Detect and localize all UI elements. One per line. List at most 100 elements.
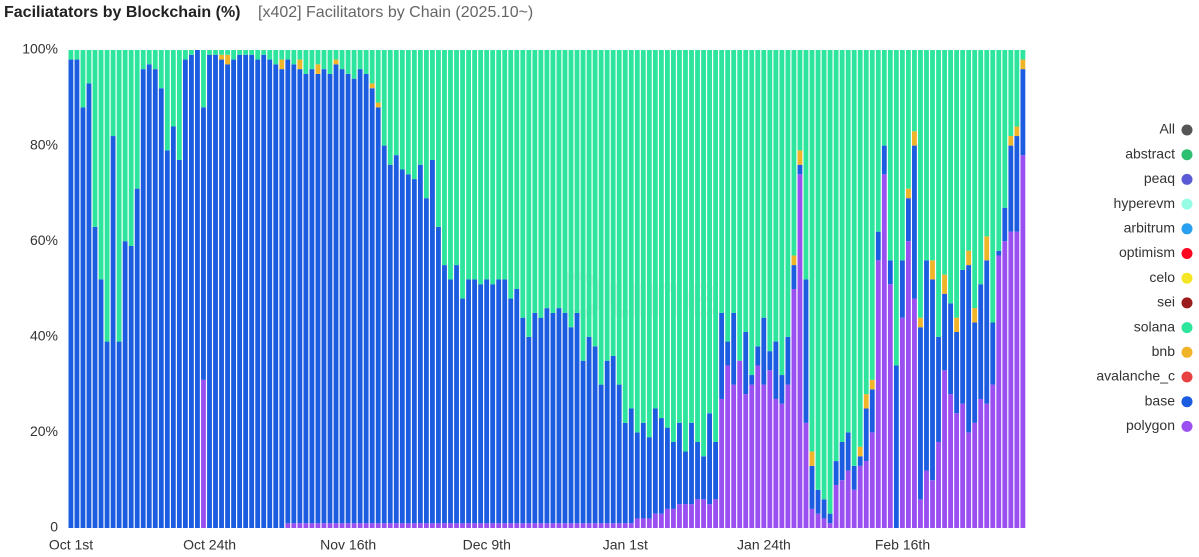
bar-segment [309, 69, 315, 524]
bar-segment [357, 523, 363, 528]
legend-swatch [1181, 371, 1193, 383]
bar-segment [671, 50, 676, 442]
bar-segment [532, 312, 538, 524]
bar-segment [719, 312, 725, 399]
legend-label: peaq [1144, 170, 1175, 186]
bar-segment [508, 523, 514, 528]
bar-segment [930, 279, 935, 481]
bar-segment [176, 50, 182, 160]
bar-segment [664, 50, 670, 428]
bar-segment [417, 50, 423, 165]
y-tick-label: 0 [50, 519, 58, 535]
bar-segment [351, 50, 357, 79]
bar-segment [80, 50, 86, 108]
bar-segment [484, 523, 490, 528]
bar-segment [755, 50, 761, 347]
bar-segment [737, 360, 743, 528]
bar-segment [249, 50, 255, 55]
bar-segment [797, 164, 803, 175]
bar-segment [628, 523, 634, 528]
bar-segment [930, 260, 935, 280]
bar-segment [297, 523, 303, 528]
bar-segment [460, 298, 465, 524]
bar-segment [851, 489, 857, 528]
bar-segment [912, 298, 917, 528]
chart-title: Faciliatators by Blockchain (%) [4, 4, 241, 21]
bar-segment [291, 64, 297, 524]
bar-segment [164, 50, 170, 151]
bar-segment [652, 408, 658, 514]
bar-segment [683, 451, 688, 505]
bar-segment [719, 398, 725, 528]
bar-segment [1002, 241, 1008, 528]
bar-segment [610, 50, 616, 356]
bar-segment [423, 523, 429, 528]
bar-segment [309, 523, 315, 528]
bar-segment [430, 523, 435, 528]
legend-label: bnb [1152, 343, 1176, 359]
bar-segment [586, 50, 592, 337]
legend-label: base [1145, 392, 1176, 408]
bar-segment [912, 50, 917, 132]
bar-segment [912, 131, 917, 146]
bar-segment [448, 279, 453, 524]
bar-segment [616, 523, 622, 528]
bar-segment [803, 50, 809, 280]
bar-segment [779, 403, 785, 528]
bar-segment [472, 523, 478, 528]
bar-segment [791, 50, 797, 256]
bar-segment [454, 50, 459, 266]
bar-segment [357, 69, 363, 524]
bar-segment [622, 422, 628, 524]
bar-segment [905, 241, 911, 528]
bar-segment [948, 50, 953, 304]
bar-segment [532, 50, 538, 313]
bar-segment [683, 50, 688, 452]
bar-segment [899, 260, 905, 318]
bar-segment [538, 523, 544, 528]
bar-segment [514, 50, 520, 289]
bar-segment [375, 102, 381, 108]
bar-segment [713, 499, 719, 528]
bar-segment [821, 50, 827, 500]
bar-segment [845, 432, 851, 471]
bar-segment [496, 523, 502, 528]
bar-segment [333, 50, 339, 60]
bar-segment [791, 255, 797, 266]
bar-segment [369, 88, 375, 524]
bar-segment [315, 64, 321, 74]
bar-segment [189, 50, 194, 55]
bar-segment [176, 159, 182, 528]
bar-segment [231, 50, 237, 60]
bar-segment [785, 50, 791, 337]
legend-swatch [1181, 248, 1193, 259]
bar-segment [490, 284, 496, 524]
bar-segment [815, 50, 821, 490]
legend-swatch [1181, 173, 1193, 185]
bar-segment [104, 50, 110, 342]
bar-segment [514, 289, 520, 524]
bar-segment [574, 523, 580, 528]
bar-segment [514, 523, 520, 528]
bar-segment [411, 50, 417, 180]
bar-segment [520, 523, 526, 528]
bar-segment [821, 518, 827, 528]
bar-segment [74, 59, 80, 529]
bar-segment [899, 50, 905, 261]
bar-segment [695, 441, 700, 500]
bar-segment [658, 513, 664, 528]
bar-segment [152, 50, 158, 70]
bar-segment [207, 50, 212, 55]
bar-segment [255, 59, 261, 529]
bar-segment [809, 465, 815, 509]
bar-segment [484, 279, 490, 524]
bar-segment [707, 504, 712, 528]
bar-segment [454, 523, 459, 528]
bar-segment [375, 107, 381, 524]
legend-label: arbitrum [1124, 220, 1175, 236]
bar-segment [92, 226, 98, 529]
bar-segment [972, 50, 978, 309]
bar-segment [297, 59, 303, 70]
bar-segment [640, 422, 646, 519]
bar-segment [496, 50, 502, 280]
